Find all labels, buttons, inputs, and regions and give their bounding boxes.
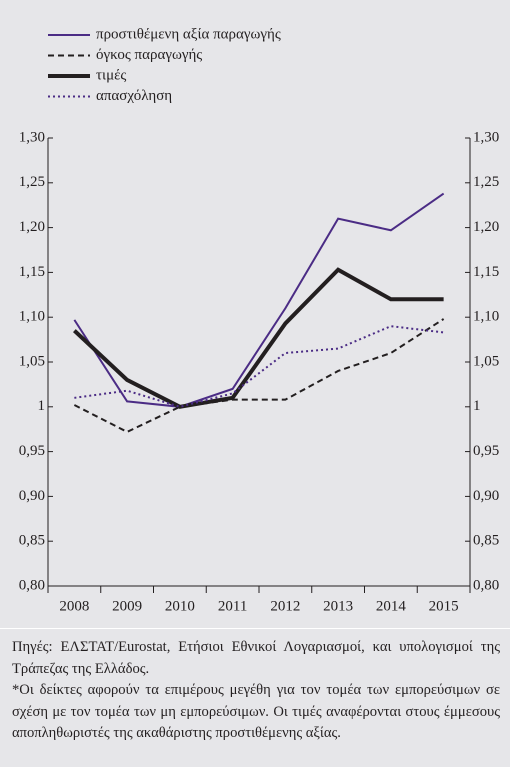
y-tick-label: 1,30 xyxy=(19,129,45,145)
y2-tick-label: 1,15 xyxy=(473,264,499,280)
series-line xyxy=(73,192,445,408)
y2-tick-label: 1,20 xyxy=(473,219,499,235)
x-tick-label: 2011 xyxy=(218,598,247,614)
legend-label: προστιθέμενη αξία παραγωγής xyxy=(96,26,281,42)
series-line xyxy=(73,267,444,409)
source-note: Πηγές: ΕΛΣΤΑΤ/Eurostat, Ετήσιοι Εθνικοί … xyxy=(12,639,500,677)
y-tick-label: 0,90 xyxy=(19,488,45,504)
y2-tick-label: 0,80 xyxy=(473,577,499,593)
x-tick-label: 2014 xyxy=(376,598,407,614)
y2-tick-label: 1,30 xyxy=(473,129,499,145)
y-tick-label: 1,25 xyxy=(19,174,45,190)
y2-tick-label: 1,10 xyxy=(473,309,499,325)
x-tick-label: 2010 xyxy=(165,598,195,614)
series-line xyxy=(74,325,444,408)
x-tick-label: 2009 xyxy=(112,598,142,614)
y-tick-label: 1,15 xyxy=(19,264,45,280)
y-tick-label: 0,80 xyxy=(19,577,45,593)
separator xyxy=(0,628,510,629)
legend-label: απασχόληση xyxy=(96,88,172,104)
legend-label: όγκος παραγωγής xyxy=(96,47,202,63)
y-tick-label: 0,85 xyxy=(19,533,45,549)
y-tick-label: 1,10 xyxy=(19,309,45,325)
footnote: *Οι δείκτες αφορούν τα επιμέρους μεγέθη … xyxy=(12,682,500,741)
x-tick-label: 2015 xyxy=(429,598,459,614)
y2-tick-label: 0,90 xyxy=(473,488,499,504)
y-tick-label: 1,05 xyxy=(19,353,45,369)
y-tick-label: 0,95 xyxy=(19,443,45,459)
y2-tick-label: 0,85 xyxy=(473,533,499,549)
y2-tick-label: 1,25 xyxy=(473,174,499,190)
footnotes: Πηγές: ΕΛΣΤΑΤ/Eurostat, Ετήσιοι Εθνικοί … xyxy=(12,637,500,745)
y2-tick-label: 0,95 xyxy=(473,443,499,459)
y-tick-label: 1,20 xyxy=(19,219,45,235)
legend-label: τιμές xyxy=(96,67,126,83)
chart: προστιθέμενη αξία παραγωγής όγκος παραγωγ… xyxy=(19,26,500,614)
x-tick-label: 2012 xyxy=(270,598,300,614)
y-tick-label: 1 xyxy=(38,398,46,414)
y2-tick-label: 1,05 xyxy=(473,353,499,369)
x-tick-label: 2008 xyxy=(59,598,89,614)
x-tick-label: 2013 xyxy=(323,598,353,614)
series-line xyxy=(73,318,445,434)
y2-tick-label: 1 xyxy=(473,398,481,414)
